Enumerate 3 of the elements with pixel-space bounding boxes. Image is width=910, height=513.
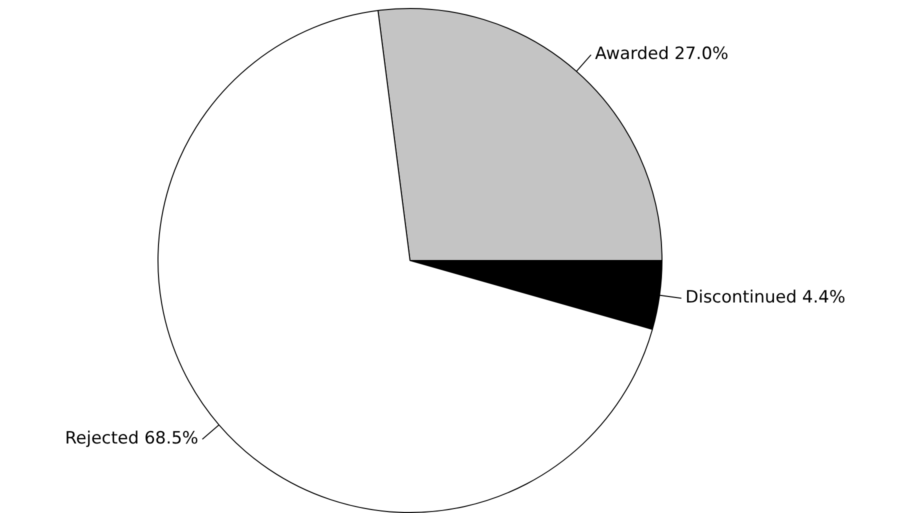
slice-label: Awarded 27.0% <box>595 44 728 64</box>
slice-label: Discontinued 4.4% <box>685 288 846 308</box>
slice-label: Rejected 68.5% <box>64 428 198 449</box>
